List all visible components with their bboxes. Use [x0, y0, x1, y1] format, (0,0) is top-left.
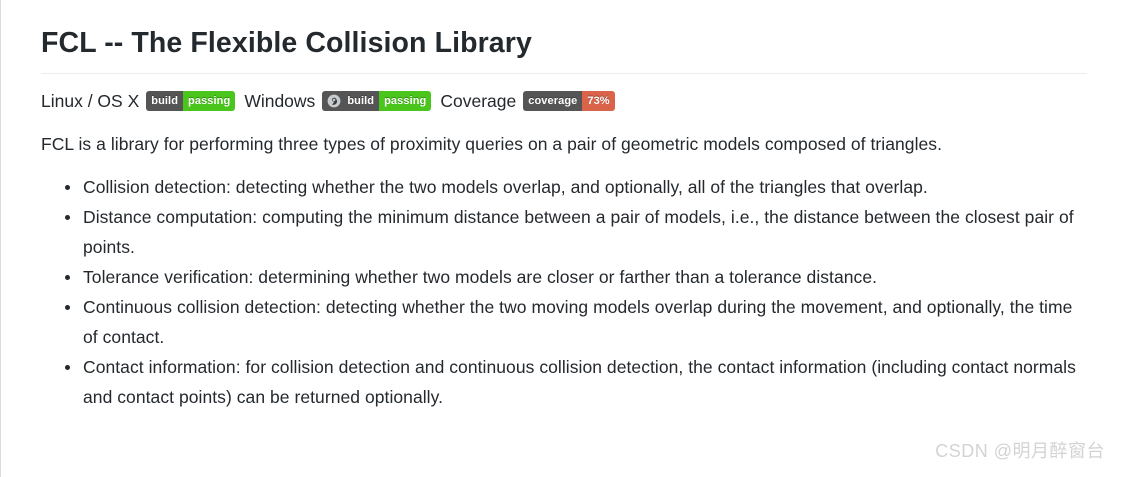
list-item: Continuous collision detection: detectin…: [65, 292, 1087, 352]
list-item: Contact information: for collision detec…: [65, 352, 1087, 412]
list-item: Tolerance verification: determining whet…: [65, 262, 1087, 292]
list-item: Distance computation: computing the mini…: [65, 202, 1087, 262]
appveyor-build-badge[interactable]: build passing: [322, 90, 432, 111]
travis-build-badge-right: passing: [183, 90, 236, 111]
feature-list: Collision detection: detecting whether t…: [41, 172, 1087, 413]
badges-row: Linux / OS X build passing Windows build…: [41, 89, 1087, 113]
appveyor-build-badge-left: build: [342, 90, 380, 111]
page-title: FCL -- The Flexible Collision Library: [41, 0, 1087, 74]
coveralls-coverage-badge-left: coverage: [523, 90, 583, 111]
readme-content: FCL -- The Flexible Collision Library Li…: [41, 0, 1087, 413]
intro-paragraph: FCL is a library for performing three ty…: [41, 133, 943, 154]
coveralls-coverage-badge[interactable]: coverage 73%: [523, 90, 615, 111]
appveyor-icon: [322, 90, 343, 111]
linux-osx-label: Linux / OS X: [41, 90, 140, 111]
coveralls-coverage-badge-right: 73%: [582, 90, 615, 111]
coverage-label: Coverage: [440, 90, 517, 111]
list-item: Collision detection: detecting whether t…: [65, 172, 1087, 202]
travis-build-badge-left: build: [146, 90, 184, 111]
csdn-watermark: CSDN @明月醉窗台: [935, 441, 1105, 461]
windows-label: Windows: [244, 90, 316, 111]
appveyor-build-badge-right: passing: [379, 90, 432, 111]
travis-build-badge[interactable]: build passing: [146, 90, 236, 111]
page-left-rule: [0, 0, 1, 477]
